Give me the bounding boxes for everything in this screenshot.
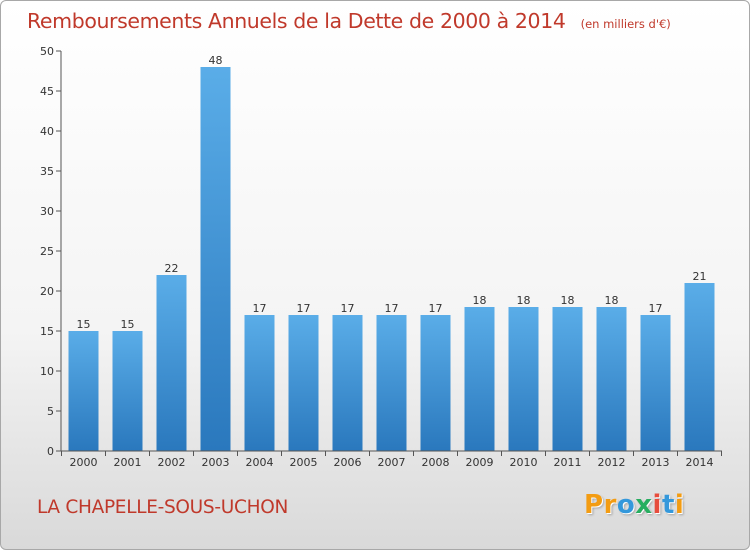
value-label-2004: 17 [253,302,267,315]
bars-group: 15 15 22 48 17 17 17 17 17 18 18 18 18 17 21 [68,54,715,451]
x-tick-label-2005: 2005 [290,456,318,469]
value-label-2010: 18 [517,294,531,307]
logo-letter: r [603,490,617,520]
proxiti-logo: Proxiti [584,490,684,520]
x-tick-label-2002: 2002 [158,456,186,469]
value-label-2014: 21 [693,270,707,283]
x-tick-label-2014: 2014 [686,456,714,469]
value-label-2011: 18 [561,294,575,307]
unit-note: (en milliers d'€) [580,17,671,31]
value-label-2012: 18 [605,294,619,307]
bar-2004 [244,315,275,451]
y-tick-label: 30 [40,205,54,218]
logo-letter: t [661,490,675,520]
bar-2003 [200,67,231,451]
bar-2005 [288,315,319,451]
y-tick-label: 10 [40,365,54,378]
x-tick-label-2006: 2006 [334,456,362,469]
x-tick-label-2009: 2009 [466,456,494,469]
value-label-2001: 15 [121,318,135,331]
bar-2011 [552,307,583,451]
axes-group: 0 5 10 15 20 25 30 35 40 45 50 2000 2001 2002 2003 2004… [40,45,722,469]
bar-2014 [684,283,715,451]
bar-2013 [640,315,671,451]
bar-2008 [420,315,451,451]
x-tick-label-2012: 2012 [598,456,626,469]
logo-letter: i [674,490,685,520]
y-tick-label: 45 [40,85,54,98]
bar-2012 [596,307,627,451]
logo-letter: o [616,490,636,520]
city-name: LA CHAPELLE-SOUS-UCHON [37,497,289,518]
bar-2007 [376,315,407,451]
x-tick-label-2001: 2001 [114,456,142,469]
value-label-2013: 17 [649,302,663,315]
value-label-2007: 17 [385,302,399,315]
value-label-2006: 17 [341,302,355,315]
x-tick-label-2013: 2013 [642,456,670,469]
bar-2006 [332,315,363,451]
x-tick-label-2000: 2000 [70,456,98,469]
y-tick-label: 50 [40,45,54,58]
value-label-2000: 15 [77,318,91,331]
x-tick-label-2007: 2007 [378,456,406,469]
y-tick-label: 25 [40,245,54,258]
bar-2001 [112,331,143,451]
chart-title: Remboursements Annuels de la Dette de 20… [27,9,566,33]
value-label-2005: 17 [297,302,311,315]
x-tick-label-2011: 2011 [554,456,582,469]
x-tick-label-2010: 2010 [510,456,538,469]
y-tick-label: 15 [40,325,54,338]
bar-2010 [508,307,539,451]
x-tick-label-2008: 2008 [422,456,450,469]
y-tick-label: 40 [40,125,54,138]
value-label-2009: 18 [473,294,487,307]
x-tick-label-2004: 2004 [246,456,274,469]
y-tick-label: 20 [40,285,54,298]
bar-2000 [68,331,99,451]
bar-2009 [464,307,495,451]
value-label-2008: 17 [429,302,443,315]
logo-letter: P [584,490,604,520]
y-tick-label: 5 [47,405,54,418]
y-tick-label: 0 [47,445,54,458]
y-tick-label: 35 [40,165,54,178]
value-label-2003: 48 [209,54,223,67]
x-tick-label-2003: 2003 [202,456,230,469]
logo-letter: i [652,490,662,520]
bar-2002 [156,275,187,451]
value-label-2002: 22 [165,262,179,275]
logo-letter: x [635,490,653,520]
title-row: Remboursements Annuels de la Dette de 20… [27,9,671,33]
